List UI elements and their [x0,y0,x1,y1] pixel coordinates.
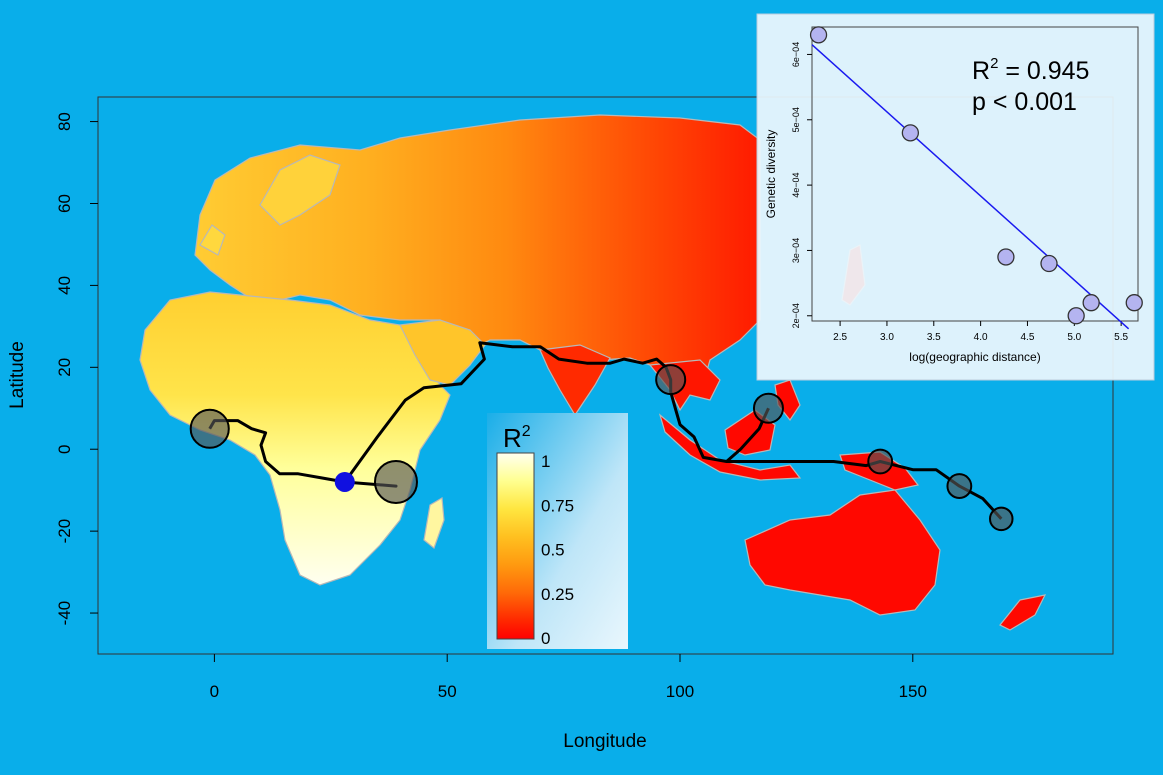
inset-data-point[interactable] [1125,294,1143,312]
inset-r2-annotation: R2 = 0.945 [972,55,1089,85]
map-y-tick-label: -40 [55,601,74,626]
sample-point[interactable] [189,408,230,449]
legend-label: 0.75 [541,496,574,515]
new-zealand-land [999,594,1047,631]
inset-x-tick-label: 5.5 [1114,332,1128,343]
legend-label: 0.25 [541,585,574,604]
inset-y-tick-label: 5e−04 [791,107,801,132]
inset-x-tick-label: 4.0 [974,332,988,343]
legend-label: 1 [541,452,550,471]
arabia-land [399,319,486,386]
inset-y-tick-label: 3e−04 [791,238,801,263]
map-y-tick-label: 40 [55,276,74,295]
scandinavia-land [259,154,341,226]
inset-y-axis-label: Genetic diversity [764,130,778,219]
legend-label: 0 [541,629,550,648]
inset-points [809,26,1143,325]
sample-point[interactable] [752,392,784,424]
sample-points [189,364,1014,532]
inset-x-tick-label: 2.5 [833,332,847,343]
inset-x-tick-label: 3.5 [927,332,941,343]
map-y-axis-label: Latitude [7,341,28,409]
inset-y-tick-label: 4e−04 [791,172,801,197]
inset-panel: 2.5 3.0 3.5 4.0 4.5 5.0 5.5 2e−04 3e−04 4e−04 5e−0… [756,13,1155,381]
inset-plot-area [811,26,1139,322]
inset-data-point[interactable] [901,124,920,142]
map-x-tick-label: 150 [899,682,927,701]
map-x-tick-label: 50 [438,682,457,701]
inset-data-point[interactable] [1067,307,1085,325]
map-y-tick-label: 20 [55,358,74,377]
map-x-axis-label: Longitude [563,731,646,752]
map-x-tick-label: 0 [210,682,219,701]
migration-route-line [208,341,1003,520]
sample-point[interactable] [867,448,894,475]
map-y-tick-label: 60 [55,194,74,213]
inset-data-point[interactable] [997,248,1015,266]
map-y-tick-label: 80 [55,112,74,131]
sample-point[interactable] [946,473,973,499]
australia-land [744,489,941,616]
madagascar-land [423,497,445,549]
sample-point[interactable] [655,364,687,396]
sample-point[interactable] [373,459,418,504]
inset-p-annotation: p < 0.001 [972,88,1077,116]
legend-color-bar [496,452,535,640]
inset-x-tick-label: 4.5 [1021,332,1035,343]
land-layer [139,114,1047,631]
legend-title: R2 [503,423,531,453]
inset-data-point[interactable] [1040,254,1058,273]
inset-y-tick-label: 6e−04 [791,42,801,67]
legend-labels: 1 0.75 0.5 0.25 0 [541,452,574,648]
inset-y-tick-label: 2e−04 [791,303,801,328]
inset-x-tick-label: 3.0 [880,332,894,343]
indonesia-land [658,413,802,481]
map-y-tick-label: -20 [55,519,74,544]
inset-data-point[interactable] [1082,294,1100,312]
inset-x-axis-label: log(geographic distance) [909,350,1040,364]
inset-axes: 2.5 3.0 3.5 4.0 4.5 5.0 5.5 2e−04 3e−04 4e−04 5e−0… [791,42,1129,343]
inset-data-point[interactable] [809,26,828,44]
inset-regression-line [811,44,1130,330]
inset-x-tick-label: 5.0 [1067,332,1081,343]
uk-land [199,224,226,256]
map-axes: 0 50 100 150 80 60 40 20 0 -20 -40 [55,112,927,701]
inset-background [756,13,1155,381]
legend-label: 0.5 [541,541,565,560]
map-y-tick-label: 0 [55,444,74,453]
origin-point[interactable] [334,471,355,492]
map-x-tick-label: 100 [666,682,694,701]
sample-point[interactable] [989,506,1014,532]
r2-legend: R2 1 0.75 0.5 0.25 0 [487,413,628,649]
